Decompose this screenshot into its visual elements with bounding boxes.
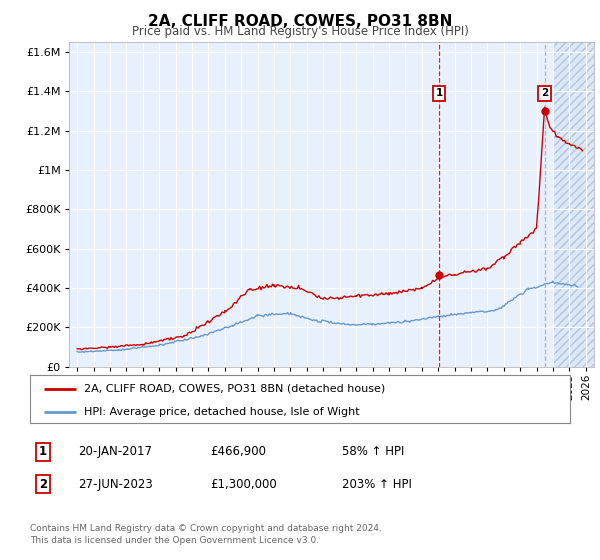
Text: HPI: Average price, detached house, Isle of Wight: HPI: Average price, detached house, Isle… xyxy=(84,407,359,417)
Text: Price paid vs. HM Land Registry's House Price Index (HPI): Price paid vs. HM Land Registry's House … xyxy=(131,25,469,38)
Text: Contains HM Land Registry data © Crown copyright and database right 2024.
This d: Contains HM Land Registry data © Crown c… xyxy=(30,524,382,545)
Text: 2: 2 xyxy=(39,478,47,491)
Text: 2A, CLIFF ROAD, COWES, PO31 8BN: 2A, CLIFF ROAD, COWES, PO31 8BN xyxy=(148,14,452,29)
Text: 2: 2 xyxy=(541,88,548,98)
Text: 58% ↑ HPI: 58% ↑ HPI xyxy=(342,445,404,459)
Text: 1: 1 xyxy=(39,445,47,459)
Bar xyxy=(553,42,594,367)
Text: £1,300,000: £1,300,000 xyxy=(210,478,277,491)
Text: 203% ↑ HPI: 203% ↑ HPI xyxy=(342,478,412,491)
Text: £466,900: £466,900 xyxy=(210,445,266,459)
Text: 20-JAN-2017: 20-JAN-2017 xyxy=(78,445,152,459)
Text: 1: 1 xyxy=(436,88,443,98)
Text: 2A, CLIFF ROAD, COWES, PO31 8BN (detached house): 2A, CLIFF ROAD, COWES, PO31 8BN (detache… xyxy=(84,384,385,394)
Bar xyxy=(553,42,594,367)
Text: 27-JUN-2023: 27-JUN-2023 xyxy=(78,478,153,491)
